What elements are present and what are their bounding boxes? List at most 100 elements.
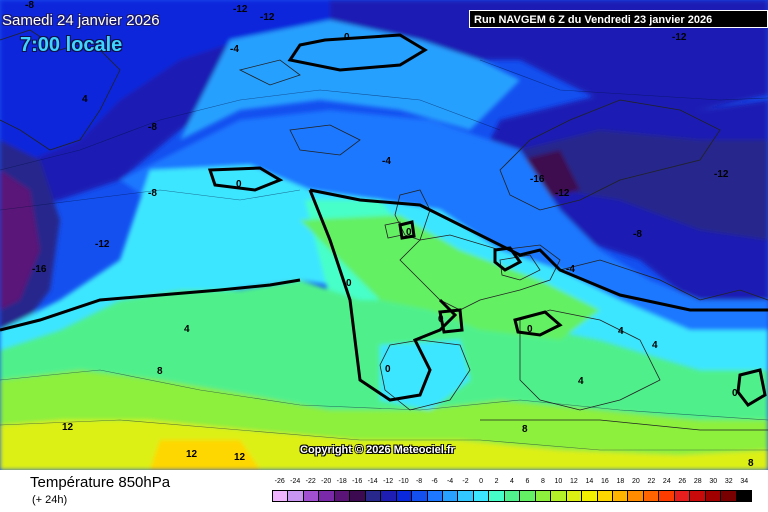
color-scale-swatch <box>303 491 320 501</box>
color-scale-label: 16 <box>600 478 609 485</box>
color-scale-label: 18 <box>616 478 625 485</box>
color-scale-swatch <box>504 491 521 501</box>
color-scale-label: -20 <box>321 478 332 485</box>
forecast-date: Samedi 24 janvier 2026 <box>2 12 160 29</box>
color-scale-label: -18 <box>336 478 347 485</box>
contour-label: 0 <box>438 314 444 325</box>
contour-label: -12 <box>672 32 687 43</box>
color-scale-swatch <box>597 491 613 501</box>
color-scale-label: -22 <box>305 478 316 485</box>
contour-label: 8 <box>748 458 754 469</box>
contour-label: -4 <box>230 44 239 55</box>
thin-isotherms <box>0 59 768 451</box>
color-scale-label: 32 <box>724 478 733 485</box>
zero-isotherm <box>0 33 768 407</box>
color-scale-label: 6 <box>525 478 530 485</box>
color-scale-swatch <box>721 491 737 501</box>
color-scale-label: -2 <box>462 478 469 485</box>
color-scale-swatch <box>396 491 413 501</box>
forecast-local-time: 7:00 locale <box>20 34 123 56</box>
contour-label: 0 <box>527 324 533 335</box>
temperature-map: -8 -12 -12 -12 -4 0 4 -8 -8 -12 -16 -4 -… <box>0 0 768 470</box>
contour-label: -4 <box>382 156 391 167</box>
color-scale-swatch <box>427 491 443 501</box>
color-scale: -26 -24 -22 -20 -18 -16 -14 -12 -10 -8 -6 -4 -2 0 2 4 6 8… <box>272 478 752 510</box>
color-scale-swatch <box>612 491 629 501</box>
legend-footer: Température 850hPa (+ 24h) -26 -24 -22 -20-… <box>0 470 768 512</box>
color-scale-labels: -26 -24 -22 -20 -18 -16 -14 -12 -10 -8 -6 -4 -2 0 2 4 6 8… <box>272 478 752 488</box>
color-scale-swatch <box>489 491 505 501</box>
contour-label: 12 <box>234 452 246 463</box>
contour-label: 12 <box>186 449 198 460</box>
color-scale-label: 12 <box>570 478 578 485</box>
color-scale-label: -4 <box>446 478 454 485</box>
color-scale-swatch <box>412 491 428 501</box>
color-scale-label: 4 <box>510 478 514 485</box>
contour-label: -4 <box>566 264 575 275</box>
color-scale-label: -12 <box>383 478 394 485</box>
coastlines <box>0 29 768 431</box>
contour-label: -12 <box>714 169 729 180</box>
contour-label: 4 <box>652 340 658 351</box>
copyright-notice: Copyright © 2026 Meteociel.fr <box>300 444 455 456</box>
contour-label: -8 <box>148 122 157 133</box>
color-scale-label: 30 <box>709 478 718 485</box>
color-scale-label: 10 <box>554 478 563 485</box>
color-scale-label: -6 <box>431 478 438 485</box>
color-scale-label: 24 <box>662 478 671 485</box>
color-scale-swatch <box>473 491 490 501</box>
color-scale-label: 2 <box>494 478 499 485</box>
contour-label: 4 <box>618 326 624 337</box>
color-scale-swatch <box>520 491 536 501</box>
contour-label: -8 <box>633 229 642 240</box>
color-scale-label: 8 <box>541 478 545 485</box>
color-scale-swatch <box>535 491 552 501</box>
color-scale-swatch <box>350 491 366 501</box>
contour-label: 0 <box>344 32 350 43</box>
contour-label: 0 <box>346 278 352 289</box>
color-scale-label: -10 <box>398 478 409 485</box>
contour-label: 0 <box>236 179 242 190</box>
contour-label: -8 <box>148 188 157 199</box>
color-scale-label: -24 <box>290 478 301 485</box>
color-scale-swatch <box>288 491 304 501</box>
contour-label: 12 <box>62 422 74 433</box>
contour-label: -12 <box>233 4 248 15</box>
contour-label: -12 <box>95 239 110 250</box>
color-scale-swatch <box>643 491 660 501</box>
contour-label: 8 <box>522 424 528 435</box>
contour-label: 4 <box>578 376 584 387</box>
color-scale-swatch <box>628 491 644 501</box>
contour-labels: -8 -12 -12 -12 -4 0 4 -8 -8 -12 -16 -4 -… <box>25 0 754 469</box>
color-scale-swatch <box>582 491 598 501</box>
color-scale-swatch <box>273 491 289 501</box>
color-scale-label: -8 <box>415 478 423 485</box>
color-scale-label: 14 <box>585 478 594 485</box>
color-scale-label: 0 <box>479 478 483 485</box>
color-scale-label: -14 <box>367 478 378 485</box>
color-scale-label: 26 <box>678 478 687 485</box>
color-scale-swatch <box>319 491 335 501</box>
color-scale-swatch <box>442 491 459 501</box>
temperature-bands <box>0 0 768 470</box>
forecast-lead-time: (+ 24h) <box>32 494 68 506</box>
color-scale-swatch <box>659 491 675 501</box>
contour-label: 8 <box>157 366 163 377</box>
color-scale-label: 28 <box>693 478 702 485</box>
color-scale-swatch <box>566 491 583 501</box>
color-scale-bar <box>272 490 752 502</box>
contour-label: -16 <box>32 264 47 275</box>
color-scale-label: 20 <box>631 478 640 485</box>
color-scale-swatch <box>705 491 722 501</box>
color-scale-swatch <box>690 491 706 501</box>
field-title: Température 850hPa <box>30 474 171 491</box>
color-scale-label: 22 <box>647 478 656 485</box>
color-scale-label: 34 <box>740 478 749 485</box>
contour-label: -16 <box>530 174 545 185</box>
color-scale-swatch <box>736 491 752 501</box>
color-scale-swatch <box>551 491 567 501</box>
contour-label: 0 <box>406 227 412 238</box>
color-scale-label: -26 <box>274 478 285 485</box>
color-scale-swatch <box>365 491 382 501</box>
color-scale-label: -16 <box>352 478 363 485</box>
